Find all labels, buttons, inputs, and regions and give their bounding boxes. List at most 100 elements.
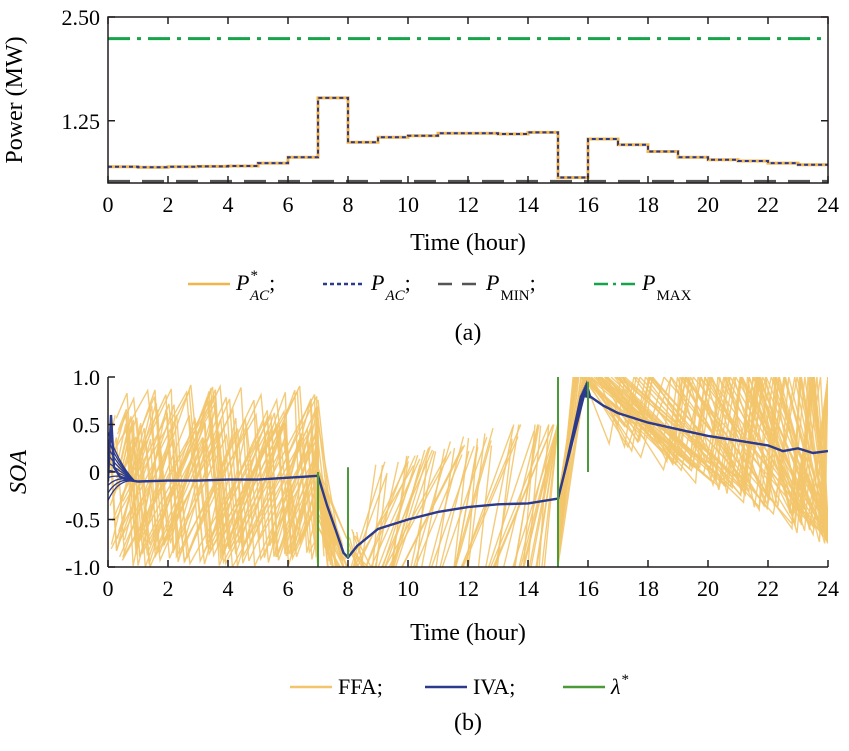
y-tick-label: 1.25: [62, 109, 101, 134]
ffa-trajectory: [536, 424, 559, 567]
x-tick-label: 18: [637, 192, 659, 217]
legend-entry-label: FFA;: [338, 674, 383, 699]
panel-b-x-axis-label: Time (hour): [410, 620, 526, 646]
ffa-trajectory: [453, 428, 494, 567]
ffa-trajectory: [377, 469, 416, 567]
lambda-series: [317, 377, 589, 567]
ffa-trajectory: [347, 547, 360, 567]
legend-entry-label: PAC;: [370, 270, 411, 304]
ffa-trajectory: [614, 377, 828, 532]
ffa-trajectory: [317, 481, 334, 567]
ffa-trajectory: [461, 426, 514, 567]
ffa-trajectory: [388, 451, 452, 567]
ffa-trajectory: [495, 424, 520, 567]
x-tick-label: 14: [517, 192, 539, 217]
ffa-trajectory: [317, 517, 339, 567]
panel-b-legend: FFA; IVA; λ*: [290, 672, 629, 699]
y-tick-label: 2.50: [62, 5, 101, 30]
y-tick-label: 0.5: [73, 413, 101, 438]
ffa-trajectory: [606, 377, 828, 540]
panel-a-plot-area: [108, 37, 828, 183]
y-tick-label: -0.5: [65, 508, 100, 533]
ffa-trajectory: [557, 377, 582, 557]
ffa-series: [108, 377, 828, 567]
ffa-trajectory: [598, 377, 828, 532]
legend-entry-label: P* AC;: [235, 268, 275, 304]
ffa-trajectory: [413, 441, 452, 567]
x-tick-label: 20: [697, 192, 719, 217]
x-tick-label: 8: [343, 192, 354, 217]
ffa-trajectory: [579, 377, 828, 534]
panel-b-y-ticks: -1.0 -0.5 0 0.5 1.0: [65, 365, 115, 580]
y-tick-label: 1.0: [73, 365, 101, 390]
panel-a-x-axis-label: Time (hour): [410, 230, 526, 256]
ffa-trajectory: [410, 451, 437, 567]
ffa-trajectory: [493, 424, 554, 567]
x-tick-label: 10: [397, 192, 419, 217]
ffa-trajectory: [514, 424, 539, 567]
x-tick-label: 22: [757, 192, 779, 217]
x-tick-label: 24: [817, 192, 839, 217]
panel-a: 0 2 4 6 8 10 12 14 16 18 20 22 24 1.252.50 Time (hou…: [2, 5, 839, 346]
ffa-trajectory: [604, 377, 828, 537]
panel-a-axes-frame: [107, 16, 829, 184]
panel-b-caption: (b): [454, 710, 482, 736]
x-tick-label: 12: [457, 576, 479, 601]
ffa-trajectory: [503, 426, 539, 567]
ffa-trajectory: [416, 461, 428, 567]
x-tick-label: 0: [103, 576, 114, 601]
ffa-trajectory: [394, 450, 435, 567]
ffa-trajectory: [392, 449, 426, 567]
x-tick-label: 20: [697, 576, 719, 601]
x-tick-label: 10: [397, 576, 419, 601]
ffa-trajectory: [384, 455, 447, 567]
x-tick-label: 4: [223, 192, 234, 217]
ffa-trajectory: [488, 430, 535, 567]
x-tick-label: 6: [283, 576, 294, 601]
y-tick-label: -1.0: [65, 555, 100, 580]
y-tick-label: 0: [89, 460, 100, 485]
panel-a-y-axis-label: Power (MW): [2, 36, 28, 163]
x-tick-label: 8: [343, 576, 354, 601]
panel-b-plot-area: [108, 377, 828, 567]
panel-b-x-ticks: 0 2 4 6 8 10 12 14 16 18 20 22 24: [103, 560, 839, 601]
ffa-trajectory: [381, 449, 434, 567]
x-tick-label: 22: [757, 576, 779, 601]
panel-b-y-axis-label: SOA: [6, 450, 32, 494]
x-tick-label: 2: [163, 192, 174, 217]
ffa-trajectory: [350, 461, 386, 567]
panel-a-legend: P* AC; PAC; PMIN; PMAX: [188, 268, 692, 304]
ffa-trajectory: [543, 424, 559, 567]
legend-entry-label: IVA;: [473, 674, 515, 699]
panel-a-caption: (a): [455, 320, 482, 346]
legend-entry-label: PMIN;: [485, 270, 536, 304]
p-ac-ref-series: [108, 96, 828, 179]
ffa-trajectory: [401, 444, 466, 567]
ffa-trajectory: [522, 424, 536, 567]
iva-main-curve: [108, 388, 828, 560]
x-tick-label: 4: [223, 576, 234, 601]
panel-a-y-ticks: 1.25 2.50: [62, 5, 828, 134]
ffa-trajectory: [616, 377, 828, 544]
ffa-trajectory: [512, 424, 559, 567]
ffa-trajectory: [441, 436, 488, 567]
x-tick-label: 18: [637, 576, 659, 601]
ffa-trajectory: [485, 424, 515, 567]
x-tick-label: 16: [577, 192, 599, 217]
ffa-trajectory: [557, 377, 578, 498]
ffa-trajectory: [462, 436, 519, 567]
ffa-trajectory: [595, 377, 828, 525]
ffa-trajectory: [390, 460, 409, 567]
panel-b: 0 2 4 6 8 10 12 14 16 18 20 22 24 -1.0-0.500.51.0 Ti…: [6, 365, 839, 736]
ffa-trajectory: [317, 525, 340, 567]
x-tick-label: 14: [517, 576, 539, 601]
x-tick-label: 16: [577, 576, 599, 601]
x-tick-label: 12: [457, 192, 479, 217]
x-tick-label: 6: [283, 192, 294, 217]
ffa-trajectory: [365, 455, 416, 567]
x-tick-label: 0: [103, 192, 114, 217]
ffa-trajectory: [604, 377, 828, 528]
ffa-trajectory: [599, 377, 828, 531]
panel-a-x-ticks: 0 2 4 6 8 10 12 14 16 18 20 22 24: [103, 17, 839, 217]
